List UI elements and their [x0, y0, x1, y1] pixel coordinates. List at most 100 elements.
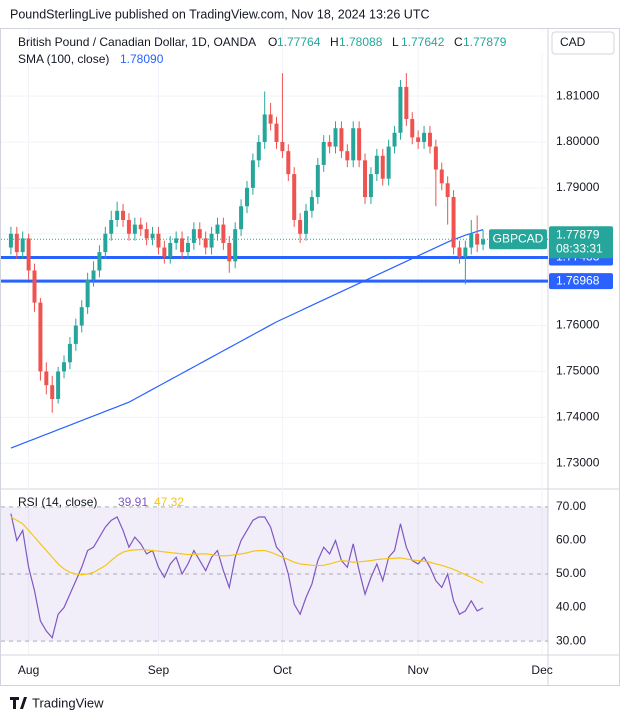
y-tick-label: 1.74000	[556, 409, 600, 423]
ohlc-key: H	[330, 35, 339, 49]
level-label: 1.76968	[556, 273, 600, 287]
candle-body	[191, 229, 196, 243]
price-label: 1.77879	[556, 227, 600, 241]
candle-body	[416, 137, 421, 142]
y-tick-label: 70.00	[556, 499, 586, 513]
ohlc-key: O	[268, 35, 277, 49]
candle-body	[197, 229, 202, 239]
candle-body	[32, 270, 37, 303]
logo-mark	[10, 697, 27, 709]
symbol-tag	[489, 229, 547, 250]
candle-body	[368, 174, 373, 198]
ohlc-value: 1.77764	[277, 35, 321, 49]
ohlc-key: C	[454, 35, 463, 49]
candle-body	[239, 206, 244, 230]
candle-body	[203, 238, 208, 248]
candle-body	[469, 233, 474, 248]
y-tick-label: 1.79000	[556, 180, 600, 194]
legend-mask	[515, 33, 547, 53]
x-tick-label: Dec	[531, 663, 552, 677]
y-tick-label: 1.73000	[556, 455, 600, 469]
ohlc-value: 1.77879	[463, 35, 507, 49]
currency: CAD	[560, 35, 586, 49]
candle-body	[233, 229, 238, 262]
candle-body	[481, 239, 486, 245]
ohlc-value: 1.77642	[401, 35, 445, 49]
candle-body	[115, 210, 120, 220]
candle-body	[91, 270, 96, 280]
candle-body	[333, 128, 338, 147]
currency-box	[551, 31, 615, 55]
candle-body	[38, 302, 43, 372]
rsi-title: RSI (14, close)	[18, 495, 97, 509]
candle-body	[162, 247, 167, 257]
candle-body	[144, 229, 149, 239]
rsi-line	[10, 516, 484, 584]
x-tick-label: Sep	[148, 663, 170, 677]
rsi-line	[10, 513, 484, 639]
x-tick-label: Nov	[407, 663, 428, 677]
x-tick-label: Oct	[273, 663, 292, 677]
candle-body	[209, 233, 214, 248]
logo: TradingView	[10, 695, 104, 710]
candle-body	[298, 219, 303, 234]
candle-body	[109, 219, 114, 234]
candle-body	[103, 233, 108, 253]
candle-body	[445, 183, 450, 198]
candle-body	[79, 307, 84, 326]
candle-body	[156, 233, 161, 248]
candle-body	[56, 371, 61, 399]
candle-body	[215, 224, 220, 234]
candle-body	[20, 238, 25, 253]
sma-value: 1.78090	[120, 52, 164, 66]
candle-body	[439, 169, 444, 184]
y-tick-label: 1.75000	[556, 364, 600, 378]
candle-body	[73, 325, 78, 344]
sma-name: SMA (100, close)	[18, 52, 109, 66]
candle-body	[451, 197, 456, 248]
y-tick-label: 30.00	[556, 633, 586, 647]
candle-body	[386, 146, 391, 179]
candle-body	[345, 151, 350, 161]
candle-body	[327, 141, 332, 147]
candle-body	[62, 362, 67, 372]
candle-body	[150, 233, 155, 239]
candle-body	[280, 141, 285, 152]
candle-body	[67, 343, 72, 363]
candle-body	[422, 132, 427, 142]
candle-body	[315, 164, 320, 198]
candle-body	[363, 160, 368, 198]
candle-body	[180, 238, 185, 253]
y-tick-label: 50.00	[556, 566, 586, 580]
candle-body	[321, 141, 326, 165]
candle-body	[256, 141, 261, 161]
sma-line	[10, 229, 484, 449]
candle-body	[244, 187, 249, 207]
price-tag	[549, 226, 613, 259]
candle-body	[404, 86, 409, 120]
candle-body	[309, 197, 314, 211]
candle-body	[374, 155, 379, 175]
y-tick-label: 1.76000	[556, 318, 600, 332]
frame	[0, 28, 620, 686]
y-tick-label: 60.00	[556, 533, 586, 547]
y-tick-label: 1.80000	[556, 134, 600, 148]
level-tag	[549, 273, 613, 290]
candle-body	[268, 114, 273, 124]
candle-body	[398, 86, 403, 133]
candle-body	[26, 238, 31, 271]
candle-body	[138, 224, 143, 230]
ohlc-value: 1.78088	[339, 35, 383, 49]
symbol-label: GBPCAD	[493, 231, 544, 245]
candle-body	[410, 119, 415, 138]
candle-body	[357, 128, 362, 161]
candle-body	[14, 233, 19, 253]
header: PoundSterlingLive published on TradingVi…	[10, 7, 429, 21]
countdown-label: 08:33:31	[556, 241, 603, 255]
candle-body	[221, 224, 226, 243]
candle-body	[463, 247, 468, 257]
candle-body	[457, 247, 462, 257]
candle-body	[427, 132, 432, 147]
x-tick-label: Aug	[18, 663, 39, 677]
